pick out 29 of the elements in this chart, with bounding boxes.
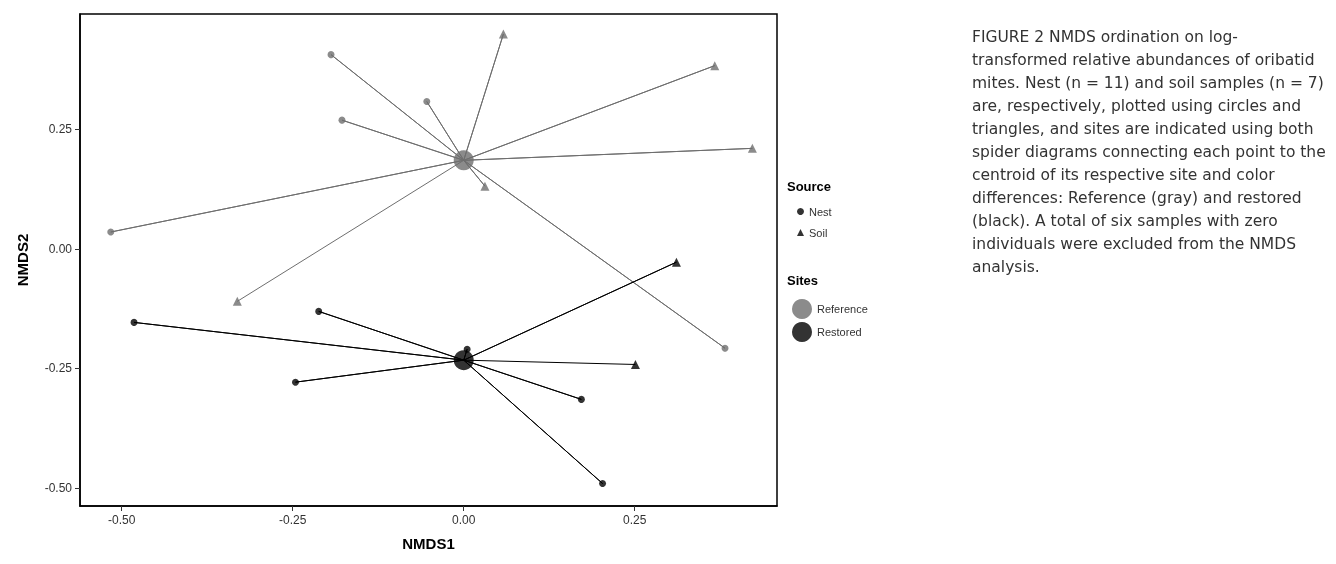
legend-title: Source xyxy=(787,179,832,194)
y-tick-label: 0.00 xyxy=(48,241,73,256)
point xyxy=(453,150,474,171)
point xyxy=(463,345,471,353)
x-tick-label: -0.25 xyxy=(279,513,307,527)
y-axis-title: NMDS2 xyxy=(14,233,31,287)
point xyxy=(747,143,757,153)
point xyxy=(130,318,138,326)
x-tick-label: 0.25 xyxy=(623,513,647,527)
y-tick-label: -0.25 xyxy=(44,361,73,376)
x-tick-label: 0.00 xyxy=(452,513,476,527)
y-tick-label: 0.25 xyxy=(48,122,73,137)
point xyxy=(599,480,607,488)
legend-label: Soil xyxy=(809,226,828,239)
point xyxy=(291,378,299,386)
legend-label: Restored xyxy=(817,326,862,338)
point xyxy=(315,307,323,315)
text: Sites xyxy=(787,273,819,288)
point xyxy=(498,29,508,39)
x-axis-title: NMDS1 xyxy=(402,535,455,552)
point xyxy=(232,296,242,306)
legend-label: Reference xyxy=(817,303,868,315)
point xyxy=(453,350,474,371)
text: FIGURE 2 NMDS ordination on log-transformed relative abundances of oribatid mites. Nest (n = 11) and soil samples (n = 7) are, respectively, plotted using circles and triangles, and sites are indicated using both spider diagrams connecting each point to the centroid of its respective site and color differences: Reference (gray) and restored (black). A total of six samples with zero individuals were excluded from the NMDS analysis. xyxy=(972,28,1326,276)
x-tick-label: -0.50 xyxy=(108,513,136,527)
legend-label: Nest xyxy=(809,205,832,218)
point xyxy=(480,181,490,191)
y-tick-label: -0.50 xyxy=(44,480,73,495)
point xyxy=(577,395,585,403)
